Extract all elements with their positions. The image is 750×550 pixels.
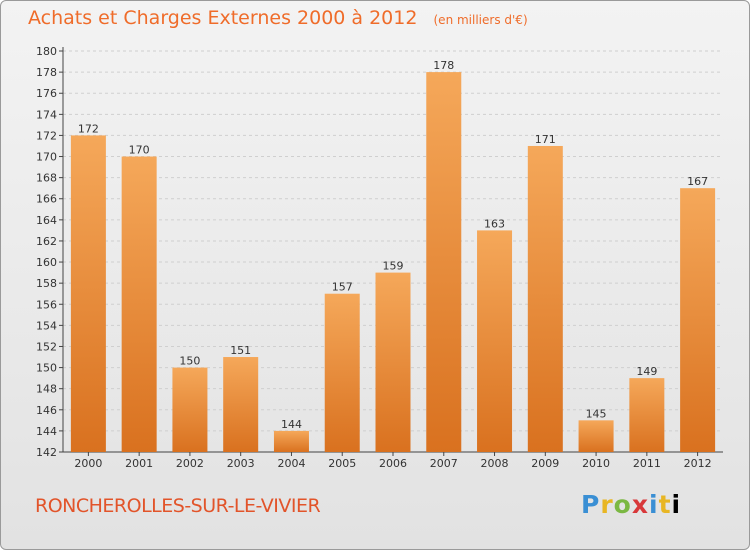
y-tick-label: 170 [36, 151, 57, 164]
bar [578, 420, 614, 452]
y-tick-label: 146 [36, 404, 57, 417]
y-tick-label: 144 [36, 425, 57, 438]
logo-letter: i [671, 490, 682, 519]
bar [426, 72, 462, 453]
bar [121, 156, 157, 453]
y-tick-label: 142 [36, 446, 57, 459]
bar [527, 145, 563, 452]
chart-title-text: Achats et Charges Externes 2000 à 2012 [28, 7, 418, 29]
logo-letter: t [658, 490, 672, 519]
bar [324, 293, 360, 452]
bar [375, 272, 411, 452]
bar-value-label: 172 [78, 122, 99, 135]
logo-letter: r [600, 490, 614, 519]
x-tick-label: 2009 [531, 457, 559, 470]
x-tick-label: 2008 [481, 457, 509, 470]
chart-title: Achats et Charges Externes 2000 à 2012 (… [28, 7, 528, 29]
bar-value-label: 157 [332, 281, 353, 294]
bars [70, 72, 716, 456]
x-tick-label: 2001 [125, 457, 153, 470]
logo-letter: x [631, 490, 649, 519]
y-tick-label: 178 [36, 66, 57, 79]
bar-value-label: 149 [636, 365, 657, 378]
y-tick-label: 156 [36, 298, 57, 311]
y-tick-label: 164 [36, 214, 57, 227]
y-tick-label: 168 [36, 172, 57, 185]
bar [273, 430, 309, 452]
bar [172, 367, 208, 452]
bar [680, 188, 716, 452]
y-tick-label: 148 [36, 383, 57, 396]
x-tick-label: 2005 [328, 457, 356, 470]
x-tick-label: 2004 [277, 457, 305, 470]
bar-value-label: 159 [383, 260, 404, 273]
y-tick-label: 154 [36, 319, 57, 332]
x-tick-label: 2007 [430, 457, 458, 470]
bar [477, 230, 513, 452]
y-tick-label: 160 [36, 256, 57, 269]
bar-value-label: 144 [281, 418, 302, 431]
x-tick-label: 2012 [684, 457, 712, 470]
y-tick-label: 158 [36, 277, 57, 290]
commune-name: RONCHEROLLES-SUR-LE-VIVIER [35, 495, 321, 517]
bar-value-label: 170 [129, 144, 150, 157]
bar-value-label: 167 [687, 175, 708, 188]
proxiti-logo: Proxiti [581, 490, 681, 519]
y-tick-label: 174 [36, 108, 57, 121]
bar [629, 378, 665, 452]
x-tick-label: 2000 [74, 457, 102, 470]
bar-value-label: 178 [433, 59, 454, 72]
x-tick-label: 2010 [582, 457, 610, 470]
x-tick-label: 2002 [176, 457, 204, 470]
data-labels: 172 2000 170 2001 150 2002 151 2003 144 2004 157 20… [74, 59, 711, 470]
y-tick-label: 176 [36, 87, 57, 100]
chart-subtitle: (en milliers d'€) [433, 13, 528, 27]
logo-letter: o [613, 490, 632, 519]
bar [223, 357, 259, 452]
x-tick-label: 2003 [227, 457, 255, 470]
bar [70, 135, 106, 452]
x-tick-label: 2006 [379, 457, 407, 470]
y-tick-label: 172 [36, 129, 57, 142]
x-tick-label: 2011 [633, 457, 661, 470]
bar-value-label: 163 [484, 217, 505, 230]
y-tick-label: 180 [36, 45, 57, 58]
bar-value-label: 171 [535, 133, 556, 146]
logo-letter: i [649, 490, 659, 519]
y-tick-label: 166 [36, 193, 57, 206]
bar-value-label: 151 [230, 344, 251, 357]
y-tick-label: 150 [36, 362, 57, 375]
y-tick-label: 152 [36, 340, 57, 353]
bar-value-label: 145 [586, 407, 607, 420]
logo-letter: P [581, 490, 601, 519]
bar-value-label: 150 [179, 355, 200, 368]
axes: 142 144 146 148 150 152 154 156 158 160 162 164 166 1… [36, 45, 723, 459]
y-tick-label: 162 [36, 235, 57, 248]
